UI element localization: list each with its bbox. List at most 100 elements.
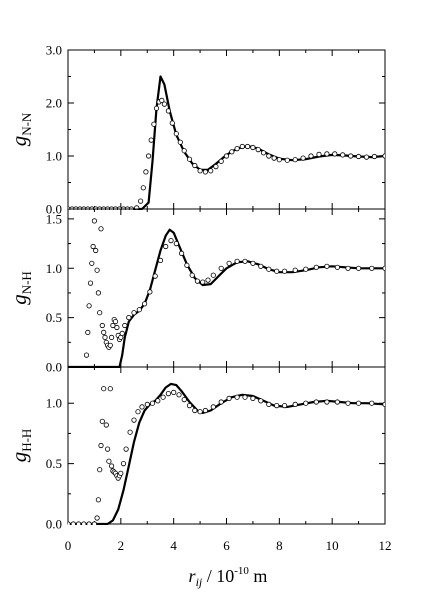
panel-data xyxy=(68,218,385,368)
series-circle-point xyxy=(250,144,256,151)
series-circle-point xyxy=(202,407,208,414)
series-circle-point xyxy=(324,399,330,405)
y-axis-label-sub: H-H xyxy=(19,429,34,452)
x-tick-label: 12 xyxy=(379,538,392,553)
y-tick-label: 1.0 xyxy=(46,396,62,411)
x-axis-label: rij / 10-10 m xyxy=(189,565,268,589)
series-circle-point xyxy=(284,157,290,163)
series-circle-point xyxy=(95,497,102,503)
panel-data xyxy=(68,75,385,210)
series-circle-point xyxy=(160,394,166,400)
series-circle-point xyxy=(168,238,174,244)
x-tick-label: 4 xyxy=(170,538,177,553)
series-circle-point xyxy=(102,334,108,340)
series-circle-point xyxy=(276,157,282,163)
series-circle-point xyxy=(186,156,193,162)
series-circle-point xyxy=(179,250,185,256)
series-circle-point xyxy=(146,153,152,159)
series-circle-point xyxy=(382,401,385,407)
series-circle-point xyxy=(83,352,90,358)
series-circle-point xyxy=(155,398,161,404)
series-solid-line xyxy=(68,75,385,210)
series-solid-line xyxy=(68,382,385,525)
series-circle-point xyxy=(70,521,76,525)
series-circle-point xyxy=(147,289,153,295)
series-circle-point xyxy=(332,151,338,157)
series-circle-point xyxy=(135,409,141,415)
series-circle-point xyxy=(81,521,87,525)
series-circle-point xyxy=(313,264,319,270)
series-circle-point xyxy=(340,152,346,158)
y-axis-label-var: g xyxy=(7,294,31,305)
series-circle-point xyxy=(98,226,104,232)
series-circle-point xyxy=(255,147,261,153)
series-circle-point xyxy=(120,460,127,467)
series-circle-point xyxy=(210,272,216,278)
y-tick-label: 1.0 xyxy=(46,149,62,164)
series-circle-point xyxy=(281,268,288,274)
series-circle-point xyxy=(274,268,280,274)
series-circle-point xyxy=(101,329,107,335)
series-circle-point xyxy=(197,409,203,415)
panel-2: 0.0 0.5 1.0 1.5 gN-H xyxy=(7,208,386,375)
series-circle-point xyxy=(122,322,128,329)
series-circle-point xyxy=(181,148,187,154)
series-circle-point xyxy=(127,429,133,435)
x-tick-label: 0 xyxy=(65,538,72,553)
y-tick-label: 0.5 xyxy=(46,456,62,471)
series-circle-point xyxy=(266,153,272,159)
y-axis-label: gN-H xyxy=(7,271,34,305)
series-circle-point xyxy=(85,329,91,335)
series-circle-point xyxy=(239,143,245,150)
series-circle-point xyxy=(363,154,370,160)
panel-data xyxy=(68,382,385,525)
x-axis-label-unit: m xyxy=(249,566,268,586)
series-circle-point xyxy=(189,272,195,278)
series-circle-point xyxy=(165,390,171,397)
series-circle-point xyxy=(149,400,156,406)
series-circle-point xyxy=(369,265,375,271)
series-circle-point xyxy=(382,153,385,159)
series-circle-point xyxy=(97,310,103,316)
x-tick-label: 8 xyxy=(276,538,283,553)
series-circle-point xyxy=(126,314,132,321)
series-circle-point xyxy=(242,258,248,264)
series-circle-point xyxy=(245,143,251,150)
series-circle-point xyxy=(234,394,240,400)
series-circle-point xyxy=(93,247,99,254)
series-circle-point xyxy=(173,241,179,247)
x-axis: 0 2 4 6 8 10 12 xyxy=(65,538,392,553)
x-tick-label: 10 xyxy=(326,538,339,553)
series-circle-point xyxy=(313,399,319,405)
series-circle-point xyxy=(292,401,298,407)
series-circle-point xyxy=(266,266,272,272)
series-circle-point xyxy=(324,151,330,157)
series-circle-point xyxy=(173,131,179,137)
series-solid-line xyxy=(68,228,385,368)
series-circle-point xyxy=(114,324,120,331)
series-circle-point xyxy=(139,404,145,410)
series-circle-point xyxy=(94,515,100,521)
series-circle-point xyxy=(218,158,224,164)
series-circle-point xyxy=(186,402,193,409)
series-circle-point xyxy=(152,273,158,279)
series-circle-point xyxy=(106,458,112,464)
series-circle-point xyxy=(107,342,113,348)
series-circle-point xyxy=(89,260,95,266)
series-circle-point xyxy=(68,521,71,525)
series-circle-point xyxy=(250,260,256,266)
panels-group: 0.01.02.03.0gN-N0.00.51.01.5gN-H0.00.51.… xyxy=(7,43,386,532)
series-circle-point xyxy=(176,392,182,398)
series-circle-point xyxy=(103,422,109,428)
series-circle-point xyxy=(303,266,309,272)
series-circle-point xyxy=(148,137,154,143)
y-axis-label-sub: N-H xyxy=(19,271,34,294)
series-circle-point xyxy=(334,399,340,405)
series-circle-point xyxy=(308,153,314,159)
series-circle-point xyxy=(91,521,97,525)
y-tick-label: 3.0 xyxy=(46,43,62,58)
series-circle-point xyxy=(86,521,92,525)
series-circle-point xyxy=(371,153,377,160)
panel-frame xyxy=(67,49,386,210)
series-circle-point xyxy=(355,265,362,271)
